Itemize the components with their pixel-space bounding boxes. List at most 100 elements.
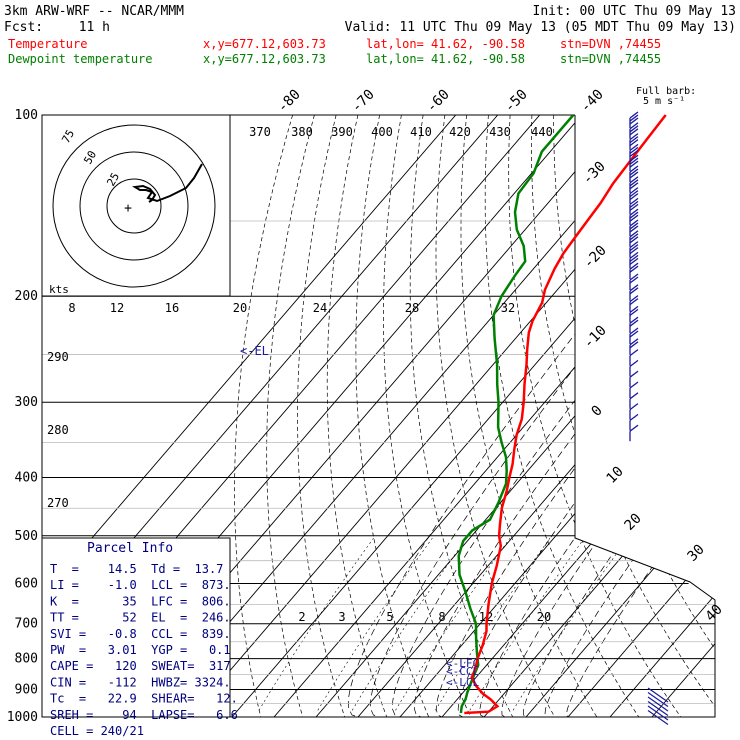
- temperature-right-label: -30: [580, 159, 609, 188]
- wind-barb-flag: [629, 273, 639, 281]
- mixing-ratio-label: 3: [338, 610, 345, 624]
- lcl-marker: <-LCL: [446, 676, 479, 689]
- mixing-ratio-line: [316, 537, 433, 713]
- isotherm-line: [273, 115, 715, 717]
- isentrope-label: 400: [371, 125, 393, 139]
- wind-barb-flag: [629, 203, 639, 211]
- parcel-info-row: CELL = 240/21: [50, 724, 144, 738]
- dewpoint-row-position: x,y=677.12,603.73: [203, 52, 326, 66]
- wind-barb-flag: [629, 370, 639, 378]
- dry-adiabat-line: [297, 115, 346, 717]
- wind-barb-flag: [629, 168, 639, 176]
- pressure-label: 1000: [7, 710, 38, 725]
- parcel-info-row: T = 14.5 Td = 13.7: [50, 562, 223, 576]
- hodograph-ring-label: 25: [104, 171, 122, 189]
- wind-barb-legend-line2: 5 m s⁻¹: [643, 96, 685, 107]
- hodograph-box: [41, 114, 231, 297]
- temperature-right-label: 0: [589, 403, 606, 420]
- dry-adiabat-line: [683, 115, 715, 717]
- hodograph-origin-marker: +: [124, 201, 132, 216]
- pressure-label: 800: [15, 652, 38, 667]
- pressure-label: 500: [15, 529, 38, 544]
- mixing-ratio-line: [394, 537, 511, 713]
- speed-tick-label: 32: [501, 301, 515, 315]
- temperature-right-label: 20: [622, 511, 645, 534]
- wind-barb-flag: [629, 122, 639, 130]
- level-markers: <-EL <-LFC <-CCL <-LCL: [240, 344, 479, 689]
- pressure-label: 900: [15, 682, 38, 697]
- wind-barb-flag: [629, 219, 639, 227]
- mixing-ratio-label: 5: [386, 610, 393, 624]
- valid-time: Valid: 11 UTC Thu 09 May 13 (05 MDT Thu …: [345, 20, 736, 35]
- dry-adiabat-line: [409, 115, 514, 717]
- wind-barb-flag: [629, 403, 639, 411]
- hodograph-ring: [52, 124, 216, 288]
- wind-barb-flag: [629, 149, 639, 157]
- isotherm-line: [567, 115, 715, 717]
- speed-tick-label: 24: [313, 301, 327, 315]
- wind-barb-flag: [629, 341, 639, 349]
- parcel-info-row: CIN = -112 HWBZ= 3324.: [50, 675, 231, 689]
- parcel-info-row: LI = -1.0 LCL = 873.: [50, 578, 231, 592]
- wind-barb-flag: [629, 182, 639, 190]
- el-marker: <-EL: [240, 344, 269, 358]
- wind-barb-flag: [629, 179, 639, 187]
- wind-barb: [647, 705, 669, 721]
- wind-barb-flag: [629, 157, 639, 165]
- dry-adiabat-line: [484, 115, 640, 717]
- hodograph-trace: [132, 163, 203, 203]
- header: 3km ARW-WRF -- NCAR/MMM Init: 00 UTC Thu…: [4, 4, 736, 66]
- model-title: 3km ARW-WRF -- NCAR/MMM: [4, 4, 184, 19]
- forecast-label: Fcst:: [4, 20, 43, 35]
- wind-barb-flag: [629, 187, 639, 195]
- dewpoint-row-station: stn=DVN ,74455: [560, 52, 661, 66]
- speed-tick-label: 28: [405, 301, 419, 315]
- temperature-row-latlon: lat,lon= 41.62, -90.58: [366, 37, 525, 51]
- wind-barb-flag: [629, 262, 639, 270]
- wind-barb-flag: [629, 308, 639, 316]
- wind-barb: [647, 710, 669, 725]
- wind-barb-flag: [629, 222, 639, 230]
- pressure-label: 600: [15, 576, 38, 591]
- wind-barb-flag: [629, 214, 639, 222]
- wind-barb-flag: [629, 305, 639, 313]
- temperature-right-label: -10: [581, 323, 610, 352]
- wind-barb-flag: [629, 349, 639, 357]
- temperature-row-position: x,y=677.12,603.73: [203, 37, 326, 51]
- mixing-ratio-line: [468, 537, 585, 713]
- wind-barb-legend-line1: Full barb:: [636, 86, 696, 97]
- parcel-info-row: PW = 3.01 YGP = 0.1: [50, 643, 231, 657]
- wind-barb-flag: [629, 160, 639, 168]
- speed-tick-label: 20: [233, 301, 247, 315]
- wind-barb-flag: [629, 176, 639, 184]
- wind-barb-flag: [629, 225, 639, 233]
- isotherm-line: [525, 115, 715, 717]
- parcel-info-row: TT = 52 EL = 246.: [50, 611, 231, 625]
- moist-adiabat-line: [414, 115, 715, 717]
- wind-barb-flag: [629, 244, 639, 252]
- wind-barb-flag: [629, 233, 639, 241]
- wind-barb-flag: [629, 359, 639, 367]
- wind-barb-flag: [629, 146, 639, 154]
- dry-adiabat-line: [640, 115, 715, 717]
- dry-adiabat-line: [460, 115, 598, 717]
- wind-barb: [647, 687, 669, 703]
- temperature-row-name: Temperature: [8, 37, 87, 51]
- wind-barb-flag: [629, 114, 639, 122]
- dewpoint-row-name: Dewpoint temperature: [8, 52, 153, 66]
- wind-barb: [647, 696, 669, 712]
- pressure-label: 100: [15, 108, 38, 123]
- wind-barb-flag: [629, 287, 639, 295]
- moist-adiabat-line: [392, 115, 715, 717]
- parcel-info-title: Parcel Info: [87, 541, 173, 556]
- wind-barb-flag: [629, 200, 639, 208]
- isentrope-label: 420: [449, 125, 471, 139]
- wind-barb-flag: [629, 236, 639, 244]
- wind-barb-flag: [629, 171, 639, 179]
- isentrope-label: 390: [331, 125, 353, 139]
- isentrope-label: 410: [410, 125, 432, 139]
- moist-adiabat-line: [370, 115, 715, 717]
- moist-adiabat-line: [544, 115, 715, 717]
- wind-barb-flag: [629, 319, 639, 327]
